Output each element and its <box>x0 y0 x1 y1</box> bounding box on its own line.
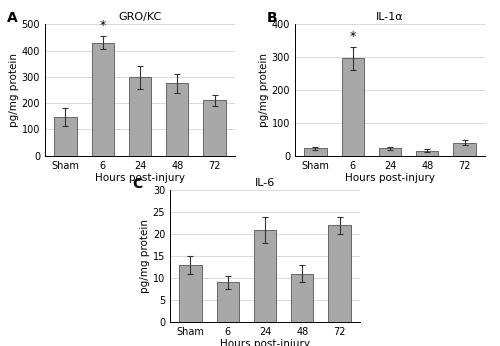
Bar <box>92 43 114 156</box>
Y-axis label: pg/mg protein: pg/mg protein <box>9 53 19 127</box>
Text: *: * <box>350 30 356 43</box>
Bar <box>416 151 438 156</box>
Bar <box>328 225 350 322</box>
Bar <box>216 282 239 322</box>
Title: IL-6: IL-6 <box>255 178 275 188</box>
X-axis label: Hours post-injury: Hours post-injury <box>345 173 435 183</box>
Bar <box>304 148 326 156</box>
Title: IL-1α: IL-1α <box>376 12 404 22</box>
Title: GRO/KC: GRO/KC <box>118 12 162 22</box>
X-axis label: Hours post-injury: Hours post-injury <box>95 173 185 183</box>
Bar <box>180 265 202 322</box>
Bar <box>254 230 276 322</box>
Bar <box>379 148 401 156</box>
Y-axis label: pg/mg protein: pg/mg protein <box>140 219 150 293</box>
Text: C: C <box>132 177 142 191</box>
X-axis label: Hours post-injury: Hours post-injury <box>220 339 310 346</box>
Text: B: B <box>266 11 277 25</box>
Bar <box>129 78 151 156</box>
Bar <box>54 117 76 156</box>
Bar <box>291 274 314 322</box>
Y-axis label: pg/mg protein: pg/mg protein <box>259 53 269 127</box>
Text: A: A <box>7 11 18 25</box>
Bar <box>166 83 188 156</box>
Bar <box>204 100 226 156</box>
Text: *: * <box>100 19 106 32</box>
Bar <box>342 58 364 156</box>
Bar <box>454 143 475 156</box>
